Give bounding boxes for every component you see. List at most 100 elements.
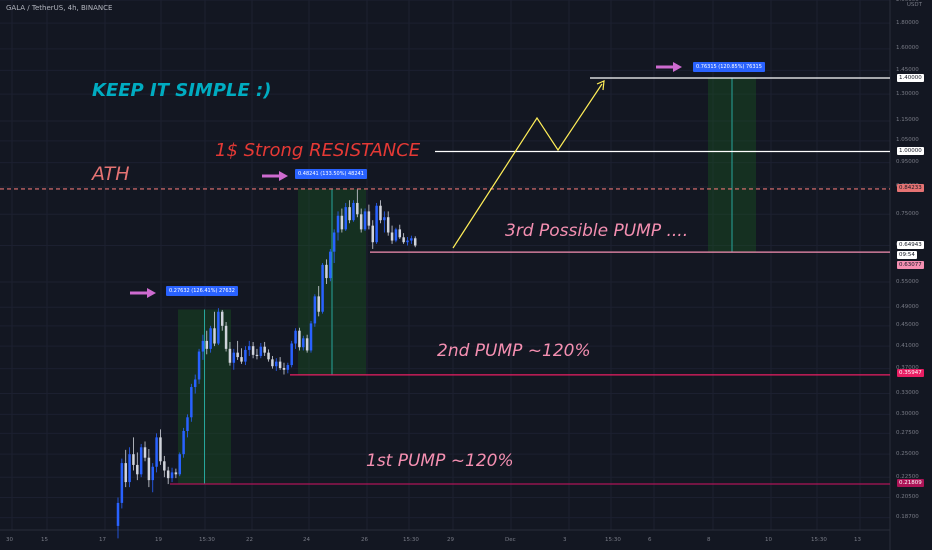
y-tick-label: 0.20500 xyxy=(896,494,919,501)
note-third-pump: 3rd Possible PUMP .... xyxy=(505,221,689,241)
candle-body xyxy=(305,338,309,351)
candle-body xyxy=(251,346,255,355)
x-tick-label: 8 xyxy=(707,537,711,543)
symbol-info[interactable]: GALA / TetherUS, 4h, BINANCE xyxy=(6,4,113,12)
y-tick-label: 0.41000 xyxy=(896,342,919,349)
x-tick-label: 6 xyxy=(648,537,652,543)
y-tick-label: 0.30000 xyxy=(896,410,919,417)
candle-body xyxy=(259,346,263,356)
candle-body xyxy=(413,238,417,246)
pump-zones xyxy=(178,78,756,484)
x-tick-label: 30 xyxy=(6,537,13,543)
candles xyxy=(116,189,417,539)
candle-body xyxy=(352,202,355,221)
candle-body xyxy=(132,454,135,465)
candle-body xyxy=(367,211,371,226)
y-tick-label: 1.05000 xyxy=(896,137,919,144)
candle-body xyxy=(197,351,201,380)
note-resistance: 1$ Strong RESISTANCE xyxy=(215,140,421,161)
candle-body xyxy=(386,217,390,233)
candle-body xyxy=(282,367,286,370)
candle-body xyxy=(217,311,220,344)
y-tick-label: 1.80000 xyxy=(896,19,919,26)
candle-body xyxy=(379,205,382,221)
candle-body xyxy=(344,207,347,230)
candle-body xyxy=(267,352,270,360)
note-second-pump: 2nd PUMP ~120% xyxy=(437,341,591,361)
candle-body xyxy=(182,431,185,455)
candle-body xyxy=(136,464,139,475)
candle-body xyxy=(201,340,205,352)
x-tick-label: 15:30 xyxy=(605,537,621,543)
y-tick-label: 1.30000 xyxy=(896,90,919,97)
candle-body xyxy=(390,232,394,241)
y-tick-label: 0.49000 xyxy=(896,303,919,310)
x-tick-label: 13 xyxy=(854,537,861,543)
candle-body xyxy=(236,352,239,358)
y-tick-label: 1.45000 xyxy=(896,66,919,73)
candle-body xyxy=(240,357,243,362)
candle-body xyxy=(120,463,124,503)
candle-body xyxy=(178,454,182,475)
price-label-support-3: 0.63077 xyxy=(897,261,924,269)
candle-body xyxy=(336,215,340,233)
candle-body xyxy=(348,207,351,221)
candle-body xyxy=(124,463,127,483)
candle-body xyxy=(151,466,154,481)
candle-body xyxy=(340,215,344,230)
candle-body xyxy=(166,470,170,479)
price-label-support-1: 0.21809 xyxy=(897,479,924,487)
price-label-current: 0.64943 xyxy=(897,241,924,249)
candle-body xyxy=(275,361,278,367)
grid-lines xyxy=(0,0,891,550)
y-tick-label: 0.55000 xyxy=(896,278,919,285)
candle-body xyxy=(271,359,274,367)
y-tick-label: 0.33000 xyxy=(896,390,919,397)
x-tick-label: 10 xyxy=(765,537,772,543)
projection-arrowhead-icon xyxy=(596,80,605,91)
candle-body xyxy=(209,328,212,349)
candle-body xyxy=(363,211,367,230)
candle-body xyxy=(278,361,282,368)
candle-body xyxy=(147,457,151,481)
price-label-1-40: 1.40000 xyxy=(897,74,924,82)
candle-body xyxy=(371,225,375,243)
candle-body xyxy=(228,348,232,363)
x-tick-label: Dec xyxy=(505,537,516,543)
candle-body xyxy=(398,229,402,238)
note-ath: ATH xyxy=(92,163,130,185)
candle-body xyxy=(290,343,293,366)
candle-body xyxy=(313,296,317,324)
drawing-overlay xyxy=(130,62,682,298)
countdown-label: 09:54 xyxy=(897,251,917,259)
candle-body xyxy=(263,346,266,353)
candle-body xyxy=(220,311,224,326)
axis-currency: USDT xyxy=(907,2,922,9)
candle-body xyxy=(317,296,320,312)
candle-body xyxy=(224,325,228,349)
currency-label: USDT xyxy=(906,2,922,8)
candle-body xyxy=(159,437,162,462)
candle-body xyxy=(325,264,328,279)
x-tick-label: 29 xyxy=(447,537,454,543)
candle-body xyxy=(402,237,405,243)
candle-body xyxy=(205,340,209,349)
candle-body xyxy=(163,461,166,471)
y-tick-label: 0.75000 xyxy=(896,210,919,217)
candle-body xyxy=(375,205,378,243)
projection-path xyxy=(452,83,603,249)
candle-body xyxy=(298,330,301,348)
candle-body xyxy=(244,349,247,362)
candle-body xyxy=(302,338,305,348)
pump-box-label-3: 0.76315 (120.85%) 76315 xyxy=(693,62,765,72)
y-tick-label: 0.18700 xyxy=(896,514,919,521)
candle-body xyxy=(406,240,409,243)
candle-body xyxy=(359,214,363,230)
x-tick-label: 22 xyxy=(246,537,253,543)
price-label-support-2: 0.35947 xyxy=(897,369,924,377)
arrow-purple-icon xyxy=(262,171,288,181)
y-tick-label: 0.25000 xyxy=(896,450,919,457)
candle-body xyxy=(232,352,236,363)
